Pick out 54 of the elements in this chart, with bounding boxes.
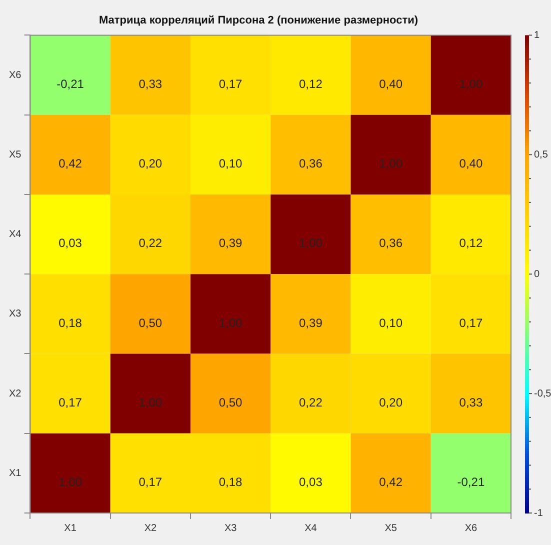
data-label: 0,42 <box>58 156 82 171</box>
data-label: 0,12 <box>299 76 323 91</box>
data-label: 0,03 <box>58 236 82 250</box>
data-label: 0,39 <box>218 236 243 250</box>
data-label: 1,00 <box>299 236 323 250</box>
data-label: 0,40 <box>379 76 403 91</box>
data-label: 0,20 <box>379 395 403 410</box>
data-label: 0,10 <box>218 156 243 171</box>
data-label: 1,00 <box>459 76 483 91</box>
data-label: 0,22 <box>138 236 162 250</box>
data-label: -0,21 <box>457 475 485 490</box>
x-tick-label: X4 <box>304 522 318 534</box>
data-label: 0,03 <box>299 475 323 490</box>
x-tick-label: X3 <box>224 522 238 534</box>
data-label: 0,18 <box>58 316 82 330</box>
data-label: 0,18 <box>218 475 243 490</box>
data-label: 0,33 <box>459 395 483 410</box>
y-tick-label: X1 <box>8 468 22 479</box>
data-label: 0,50 <box>138 316 162 330</box>
data-label: 0,42 <box>379 475 403 490</box>
data-label: 0,17 <box>138 475 162 490</box>
data-label: 0,10 <box>379 316 403 330</box>
x-tick-label: X6 <box>464 522 478 534</box>
data-label: 0,22 <box>299 395 323 410</box>
data-label: 0,36 <box>299 156 323 171</box>
data-label: 1,00 <box>58 475 82 490</box>
y-tick-label: X2 <box>8 388 22 400</box>
data-label: 0,20 <box>138 156 162 171</box>
x-tick-label: X5 <box>384 522 398 534</box>
color-bar-label: 0 <box>534 268 540 280</box>
data-label: 0,12 <box>459 236 483 250</box>
data-label: 0,36 <box>379 236 403 250</box>
data-label: 1,00 <box>379 156 403 171</box>
data-label: 0,17 <box>459 316 483 330</box>
data-label: 0,17 <box>218 76 243 91</box>
data-label: 0,50 <box>218 395 243 410</box>
y-tick-label: X3 <box>8 308 22 320</box>
x-tick-label: X2 <box>144 522 157 534</box>
x-tick-label: X1 <box>64 522 77 534</box>
color-bar-label: -1 <box>534 508 544 519</box>
data-label: 1,00 <box>218 316 243 330</box>
data-label: 0,33 <box>138 76 162 91</box>
chart-title: Матрица корреляций Пирсона 2 (понижение размерности) <box>98 14 418 27</box>
color-bar-label: 0,5 <box>534 149 548 160</box>
data-label: 1,00 <box>138 395 162 410</box>
y-tick-label: X6 <box>8 70 22 81</box>
data-label: 0,40 <box>459 156 483 171</box>
data-label: -0,21 <box>56 76 84 91</box>
color-bar-label: -0,5 <box>534 388 551 400</box>
data-label: 0,39 <box>299 316 323 330</box>
data-label: 0,17 <box>58 395 82 410</box>
color-bar-label: 1 <box>534 30 540 41</box>
y-tick-label: X4 <box>8 229 22 240</box>
y-tick-label: X5 <box>8 149 22 160</box>
